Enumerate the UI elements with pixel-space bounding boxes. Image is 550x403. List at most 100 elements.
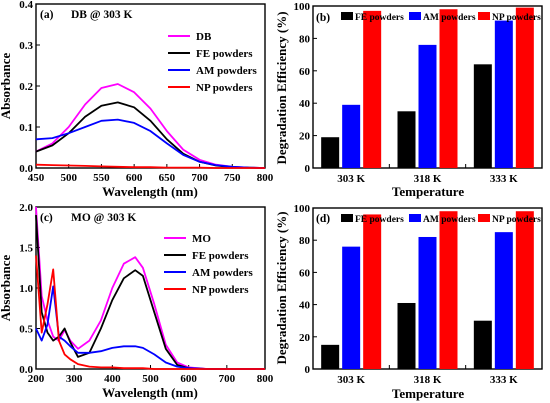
panel-d-x-tick-label: 318 K (414, 374, 442, 386)
panel-b-y-tick-label: 0 (305, 163, 311, 175)
panel-b-bar-1-1 (418, 44, 437, 168)
panel-b-y-axis-title: Degradation Efficiency (%) (274, 11, 289, 164)
panel-d: (d) 303 K 318 K 333 K 0 20 40 60 80 100 Tempera… (274, 203, 543, 401)
panel-d-x-tick-label: 303 K (337, 374, 365, 386)
panel-a-y-tick-label: 0.4 (19, 0, 33, 11)
panel-b-bar-1-2 (439, 9, 458, 168)
panel-c-x-tick-label: 700 (219, 373, 236, 385)
panel-a-series-line-0 (35, 83, 266, 169)
panel-d-legend: FE powders AM powders NP powders (341, 214, 541, 225)
panel-b-bar-0-1 (342, 104, 361, 168)
panel-c-series-line-0 (35, 206, 265, 370)
panel-b-bar-0-2 (363, 10, 382, 168)
panel-a-x-tick-label: 800 (257, 172, 274, 184)
panel-d-label: (d) (316, 213, 330, 225)
panel-c-legend-label-1: FE powders (192, 250, 249, 262)
panel-d-legend-label-0: FE powders (355, 215, 404, 225)
panel-c-x-ticks: 200 300 400 500 600 700 800 (28, 365, 274, 385)
panel-b-y-tick-label: 20 (299, 131, 311, 143)
panel-a-title: DB @ 303 K (71, 9, 133, 21)
panel-a-y-axis-title: Absorbance (0, 53, 13, 120)
panel-c-x-tick-label: 400 (104, 373, 121, 385)
panel-a-label: (a) (40, 9, 54, 21)
panel-d-bar-2-0 (473, 320, 492, 369)
panel-c-y-tick-label: 1.5 (19, 243, 33, 255)
panel-a-x-tick-label: 450 (28, 172, 45, 184)
panel-d-legend-swatch-1 (409, 214, 421, 222)
panel-b-legend-label-2: NP powders (492, 13, 541, 23)
panel-b-x-tick-label: 318 K (414, 173, 442, 185)
panel-a-series (35, 83, 266, 169)
panel-d-y-ticks: 0 20 40 60 80 100 (294, 203, 317, 376)
panel-d-x-tick-label: 333 K (490, 374, 518, 386)
panel-c-legend-label-2: AM powders (192, 267, 254, 279)
panel-b-bars (321, 7, 534, 169)
panel-c-series-line-3 (35, 255, 265, 370)
panel-c-y-tick-label: 0.0 (19, 364, 33, 376)
panel-a-x-ticks: 450 500 550 600 650 700 750 800 (28, 164, 274, 184)
panel-d-bars (321, 211, 534, 369)
panel-b-y-tick-label: 60 (299, 66, 311, 78)
panel-b-legend: FE powders AM powders NP powders (341, 12, 541, 23)
panel-b-legend-swatch-2 (478, 12, 490, 20)
panel-c-y-tick-label: 0.5 (19, 324, 33, 336)
panel-c: (c) MO @ 303 K 200 300 400 500 600 700 800 0.0… (0, 202, 274, 400)
panel-d-legend-label-2: NP powders (492, 215, 541, 225)
panel-b-x-axis-title: Temperature (392, 184, 464, 199)
panel-a-legend: DB FE powders AM powders NP powders (168, 31, 258, 94)
panel-b-x-ticks: 303 K 318 K 333 K (337, 164, 518, 185)
panel-a-x-axis-title: Wavelength (nm) (102, 184, 198, 199)
panel-a-legend-label-2: AM powders (196, 65, 258, 77)
panel-b-y-tick-label: 100 (294, 1, 311, 13)
panel-a-y-tick-label: 0.0 (19, 163, 33, 175)
panel-d-x-ticks: 303 K 318 K 333 K (337, 365, 518, 386)
panel-a-y-tick-label: 0.2 (19, 81, 33, 93)
panel-c-legend-label-0: MO (192, 233, 211, 245)
panel-c-x-tick-label: 200 (28, 373, 45, 385)
panel-c-x-tick-label: 500 (142, 373, 159, 385)
panel-b-bar-2-1 (494, 20, 513, 168)
panel-b: (b) 303 K 318 K 333 K 0 20 40 60 80 100 Tempera… (274, 1, 543, 199)
panel-a-x-tick-label: 500 (60, 172, 77, 184)
panel-a-series-line-3 (35, 163, 265, 169)
panel-a-y-tick-label: 0.3 (19, 40, 33, 52)
panel-a-legend-label-0: DB (196, 31, 212, 43)
panel-a-series-line-2 (35, 118, 266, 169)
panel-b-x-tick-label: 333 K (490, 173, 518, 185)
panel-c-y-ticks: 0.0 0.5 1.0 1.5 2.0 (19, 202, 40, 376)
panel-a-legend-label-3: NP powders (196, 82, 253, 94)
panel-a-y-ticks: 0.0 0.1 0.2 0.3 0.4 (19, 0, 40, 175)
panel-b-y-ticks: 0 20 40 60 80 100 (294, 1, 317, 175)
panel-c-title: MO @ 303 K (71, 212, 136, 224)
panel-d-y-tick-label: 60 (299, 267, 311, 279)
panel-b-bar-1-0 (397, 111, 416, 168)
panel-a: (a) DB @ 303 K 450 500 550 600 650 700 750 800 … (0, 0, 274, 199)
panel-c-legend: MO FE powders AM powders NP powders (164, 233, 254, 296)
panel-a-x-tick-label: 700 (191, 172, 208, 184)
panel-d-bar-1-1 (418, 236, 437, 369)
panel-d-y-tick-label: 0 (305, 364, 311, 376)
panel-d-bar-0-0 (321, 344, 340, 369)
panel-a-x-tick-label: 750 (224, 172, 241, 184)
panel-d-x-axis-title: Temperature (392, 386, 464, 401)
panel-d-legend-label-1: AM powders (423, 215, 476, 225)
panel-b-label: (b) (316, 12, 330, 24)
panel-b-y-tick-label: 80 (299, 33, 311, 45)
panel-b-legend-swatch-0 (341, 12, 353, 20)
panel-a-legend-label-1: FE powders (196, 48, 253, 60)
panel-c-x-tick-label: 300 (66, 373, 83, 385)
panel-a-y-tick-label: 0.1 (19, 122, 33, 134)
panel-c-series (35, 206, 265, 370)
panel-c-y-axis-title: Absorbance (0, 255, 13, 322)
panel-c-y-tick-label: 1.0 (19, 283, 33, 295)
panel-a-x-tick-label: 650 (159, 172, 176, 184)
panel-d-bar-0-1 (342, 246, 361, 369)
panel-d-bar-1-2 (439, 211, 458, 369)
panel-b-y-tick-label: 40 (299, 98, 311, 110)
panel-c-x-tick-label: 600 (180, 373, 197, 385)
panel-c-x-tick-label: 800 (257, 373, 274, 385)
panel-b-legend-swatch-1 (409, 12, 421, 20)
panel-c-label: (c) (40, 212, 53, 224)
panel-c-x-axis-title: Wavelength (nm) (102, 385, 198, 400)
